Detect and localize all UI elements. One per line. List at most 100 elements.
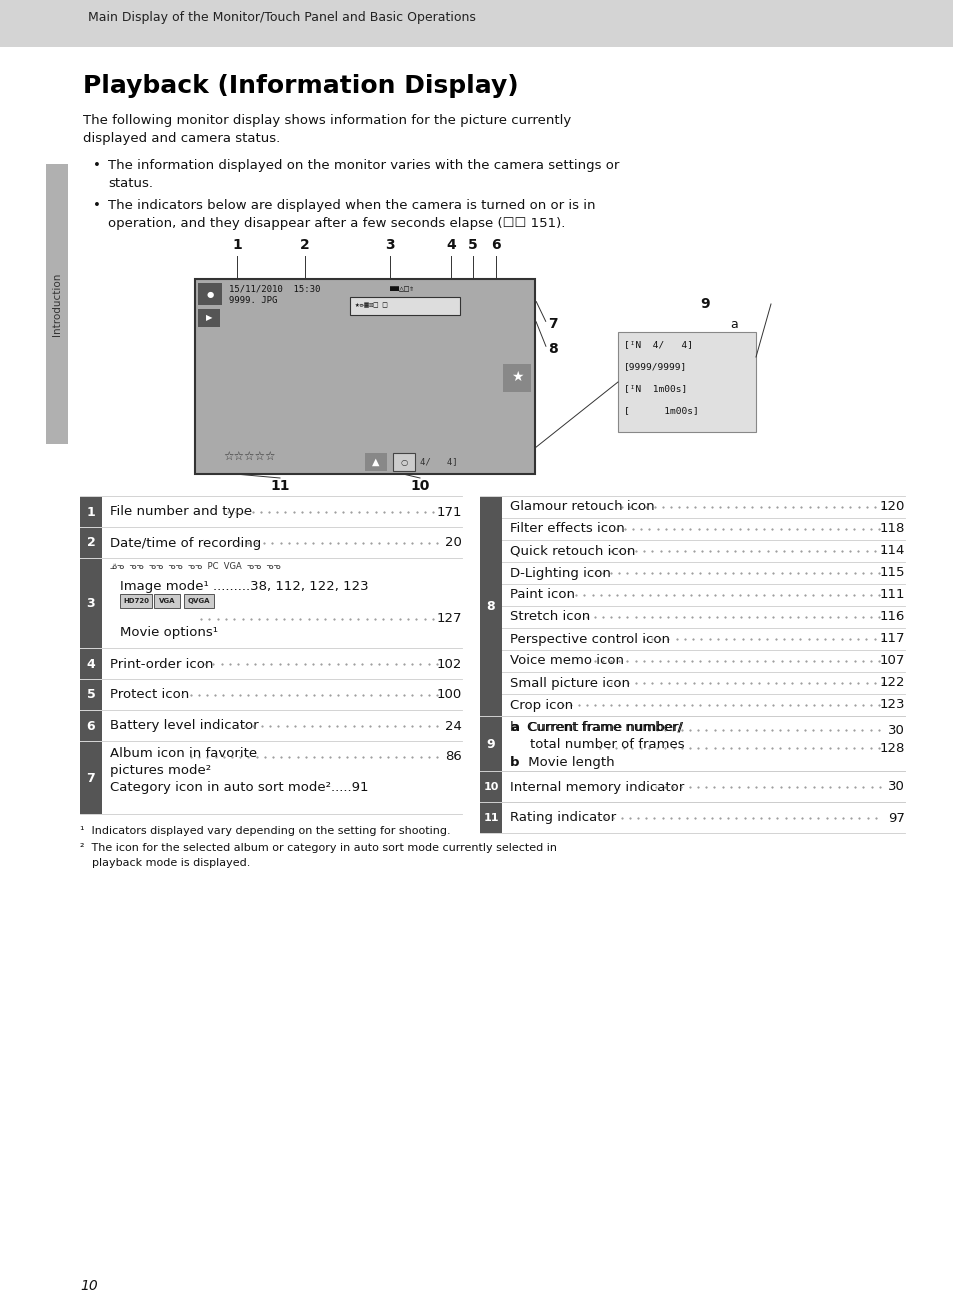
Bar xyxy=(80,681,102,710)
Text: Battery level indicator: Battery level indicator xyxy=(110,720,258,732)
Text: Perspective control icon: Perspective control icon xyxy=(510,632,669,645)
Text: 102: 102 xyxy=(436,657,461,670)
Text: Category icon in auto sort mode².....91: Category icon in auto sort mode².....91 xyxy=(110,781,368,794)
Text: [ᴵN  4/   4]: [ᴵN 4/ 4] xyxy=(623,340,692,350)
Text: 9: 9 xyxy=(700,297,709,311)
Bar xyxy=(46,164,68,444)
Text: Voice memo icon: Voice memo icon xyxy=(510,654,623,668)
Text: 128: 128 xyxy=(879,741,904,754)
Bar xyxy=(479,717,501,771)
Text: ¹  Indicators displayed vary depending on the setting for shooting.: ¹ Indicators displayed vary depending on… xyxy=(80,827,450,836)
Text: 1: 1 xyxy=(232,238,242,252)
Text: 30: 30 xyxy=(887,781,904,794)
Text: 120: 120 xyxy=(879,501,904,514)
Text: 3: 3 xyxy=(87,597,95,610)
Bar xyxy=(194,279,535,474)
Text: Protect icon: Protect icon xyxy=(110,689,189,702)
Text: Crop icon: Crop icon xyxy=(510,699,573,711)
Text: ᓆᓀ  ᓀᓀ  ᓀᓀ  ᓀᓀ  ᓀᓀ  PC  VGA  ᓀᓀ  ᓀᓀ: ᓆᓀ ᓀᓀ ᓀᓀ ᓀᓀ ᓀᓀ PC VGA ᓀᓀ ᓀᓀ xyxy=(110,562,280,572)
Text: Stretch icon: Stretch icon xyxy=(510,611,590,624)
Text: Paint icon: Paint icon xyxy=(510,589,575,602)
Text: 8: 8 xyxy=(547,342,558,356)
Text: ☆☆☆☆☆: ☆☆☆☆☆ xyxy=(223,449,275,463)
Bar xyxy=(365,453,387,470)
Text: 122: 122 xyxy=(879,677,904,690)
Text: 20: 20 xyxy=(445,536,461,549)
Text: 10: 10 xyxy=(483,782,498,792)
Bar xyxy=(350,297,459,315)
Bar xyxy=(80,742,102,813)
Text: 10: 10 xyxy=(410,480,429,493)
Text: Internal memory indicator: Internal memory indicator xyxy=(510,781,683,794)
Text: 115: 115 xyxy=(879,566,904,579)
Text: 86: 86 xyxy=(445,750,461,763)
Text: 5: 5 xyxy=(468,238,477,252)
Bar xyxy=(153,594,180,608)
Text: ▶: ▶ xyxy=(206,314,212,322)
Bar xyxy=(80,649,102,679)
Text: 97: 97 xyxy=(887,812,904,824)
Text: playback mode is displayed.: playback mode is displayed. xyxy=(91,858,250,869)
Text: Movie length: Movie length xyxy=(523,756,614,769)
Text: b: b xyxy=(510,756,519,769)
Bar xyxy=(502,364,531,392)
Text: 107: 107 xyxy=(879,654,904,668)
Text: 24: 24 xyxy=(445,720,461,732)
Text: b: b xyxy=(729,368,737,381)
Text: ★: ★ xyxy=(510,371,522,384)
Text: Filter effects icon: Filter effects icon xyxy=(510,523,624,536)
Text: 6: 6 xyxy=(491,238,500,252)
Text: [ᴵN  1m00s]: [ᴵN 1m00s] xyxy=(623,384,686,393)
Text: 2: 2 xyxy=(300,238,310,252)
Text: total number of frames: total number of frames xyxy=(530,738,684,752)
Text: D-Lighting icon: D-Lighting icon xyxy=(510,566,610,579)
Text: Print-order icon: Print-order icon xyxy=(110,657,213,670)
Text: 2: 2 xyxy=(87,536,95,549)
Text: 9999. JPG: 9999. JPG xyxy=(229,296,277,305)
Text: 9: 9 xyxy=(486,737,495,750)
Text: 4/   4]: 4/ 4] xyxy=(419,457,457,466)
Bar xyxy=(479,773,501,802)
Text: 4: 4 xyxy=(446,238,456,252)
Text: pictures mode²: pictures mode² xyxy=(110,763,211,777)
Bar xyxy=(80,528,102,558)
Text: 11: 11 xyxy=(483,813,498,823)
Text: HD720: HD720 xyxy=(123,598,149,604)
Text: ●: ● xyxy=(206,289,213,298)
Bar xyxy=(0,0,953,47)
Text: 30: 30 xyxy=(887,724,904,737)
Text: Introduction: Introduction xyxy=(52,272,62,335)
Text: 114: 114 xyxy=(879,544,904,557)
Text: •: • xyxy=(92,198,101,212)
Text: 8: 8 xyxy=(486,600,495,614)
Bar xyxy=(80,497,102,527)
Text: a: a xyxy=(729,318,737,331)
Text: 117: 117 xyxy=(879,632,904,645)
Bar xyxy=(479,803,501,833)
Text: Image mode¹ .........38, 112, 122, 123: Image mode¹ .........38, 112, 122, 123 xyxy=(120,579,368,593)
Text: ​b  Current frame number/: ​b Current frame number/ xyxy=(510,721,681,735)
Bar xyxy=(393,453,415,470)
Text: The information displayed on the monitor varies with the camera settings or
stat: The information displayed on the monitor… xyxy=(108,159,618,191)
Text: ○: ○ xyxy=(400,457,407,466)
Text: 100: 100 xyxy=(436,689,461,702)
Text: 10: 10 xyxy=(80,1279,97,1293)
Text: Small picture icon: Small picture icon xyxy=(510,677,629,690)
Text: Current frame number/: Current frame number/ xyxy=(523,721,682,735)
Text: 15/11/2010  15:30: 15/11/2010 15:30 xyxy=(229,284,320,293)
Text: Glamour retouch icon: Glamour retouch icon xyxy=(510,501,654,514)
Bar xyxy=(184,594,213,608)
Text: The following monitor display shows information for the picture currently
displa: The following monitor display shows info… xyxy=(83,114,571,145)
Text: [9999/9999]: [9999/9999] xyxy=(623,361,686,371)
Text: Movie options¹: Movie options¹ xyxy=(120,625,218,639)
Bar xyxy=(198,309,220,327)
Bar xyxy=(479,497,501,716)
Text: 7: 7 xyxy=(547,317,558,331)
Text: 118: 118 xyxy=(879,523,904,536)
Bar xyxy=(618,332,755,432)
Text: ▲: ▲ xyxy=(372,457,379,466)
Text: 111: 111 xyxy=(879,589,904,602)
Text: 5: 5 xyxy=(87,689,95,702)
Text: [      1m00s]: [ 1m00s] xyxy=(623,406,698,415)
Text: •: • xyxy=(92,159,101,172)
